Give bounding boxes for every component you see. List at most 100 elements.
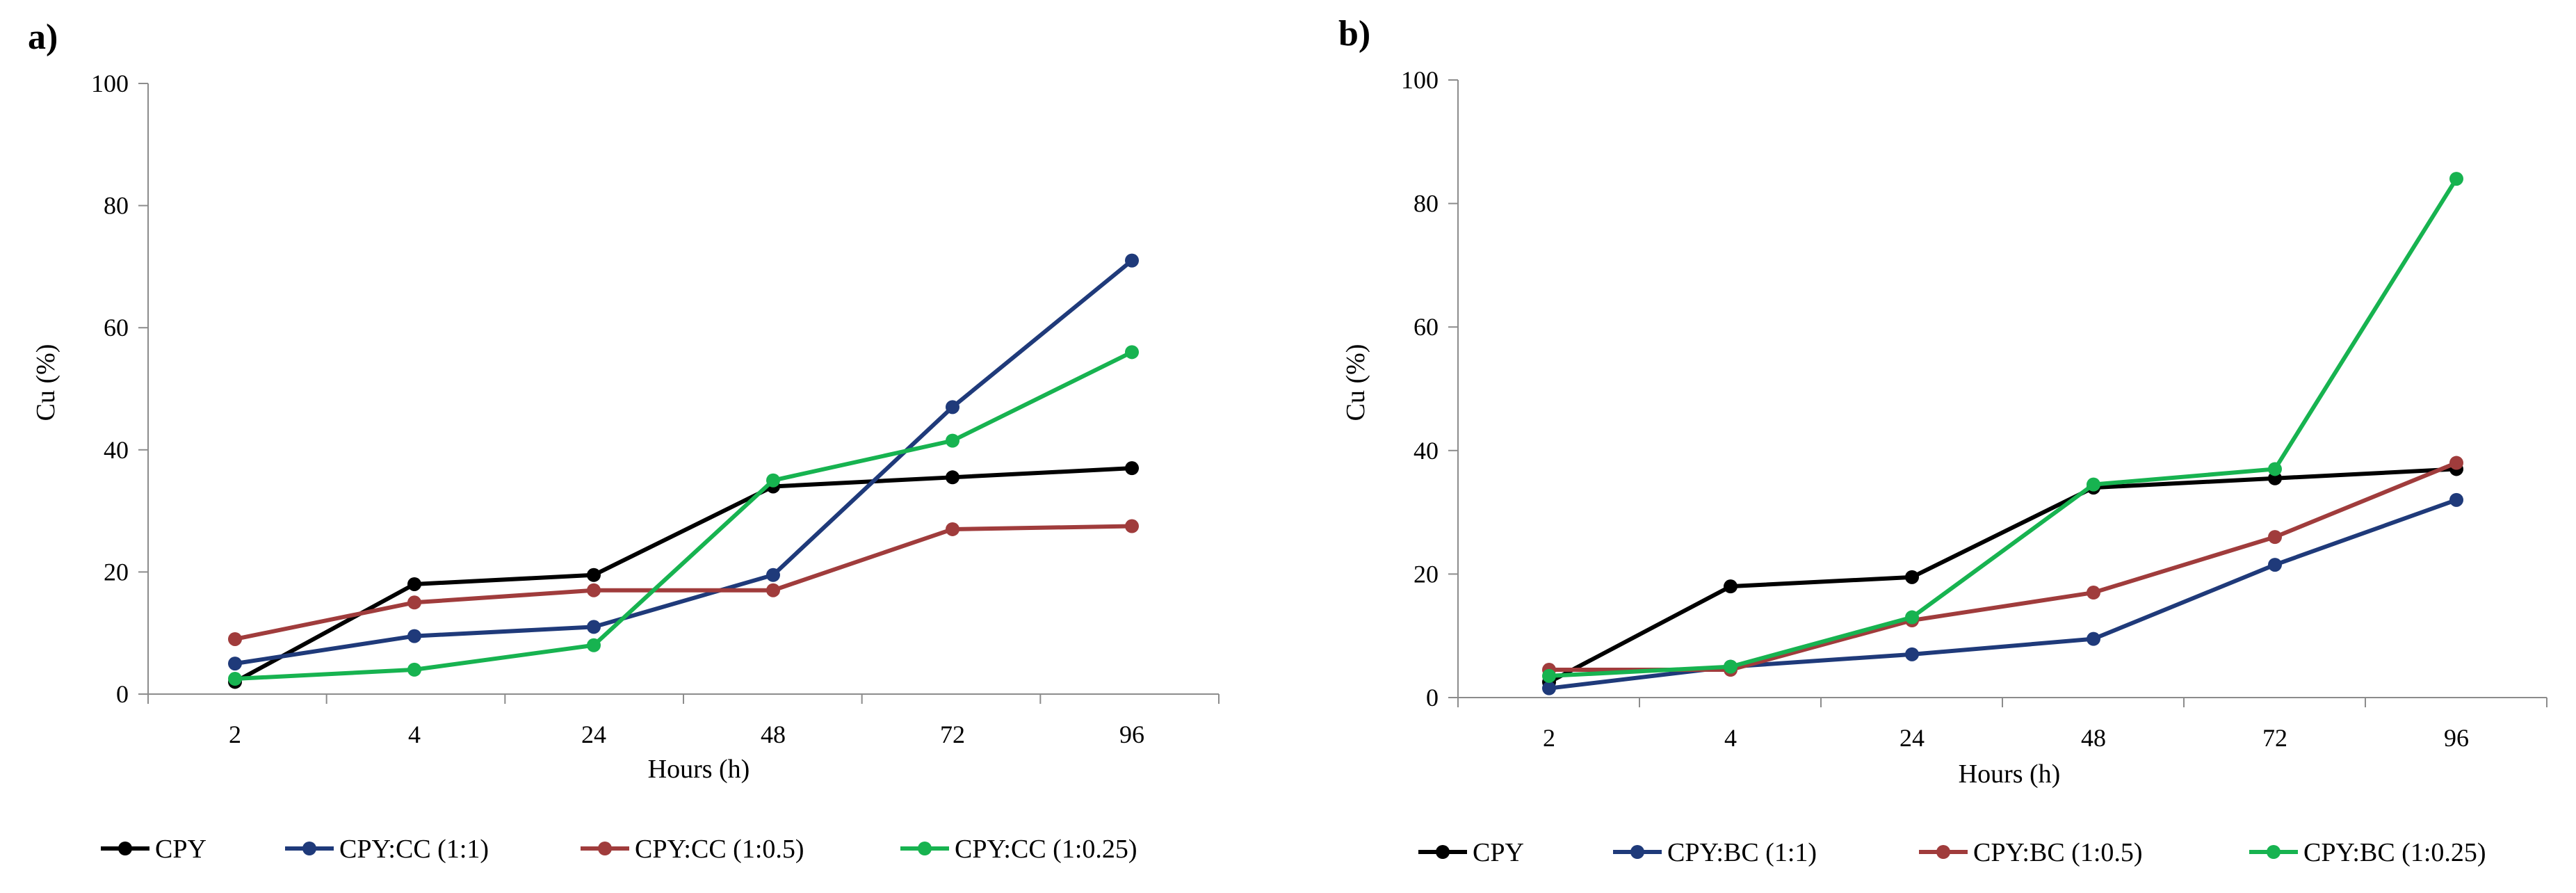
x-tick-label: 2 xyxy=(229,721,241,748)
data-point xyxy=(1542,681,1556,695)
panel-label: a) xyxy=(28,17,58,57)
data-point xyxy=(228,657,242,671)
data-point xyxy=(766,568,780,582)
data-point xyxy=(407,629,421,643)
x-tick-label: 24 xyxy=(1899,724,1925,752)
series-cpy-bc-1-1 xyxy=(1542,492,2463,695)
legend-swatch-marker xyxy=(1436,845,1450,859)
data-point xyxy=(1724,659,1737,674)
data-point xyxy=(766,583,780,597)
data-point xyxy=(587,620,601,634)
x-tick-label: 96 xyxy=(1119,721,1144,748)
y-tick-label: 0 xyxy=(116,680,129,708)
series-line xyxy=(1548,177,2458,678)
x-tick-label: 48 xyxy=(2081,724,2106,752)
x-axis-title: Hours (h) xyxy=(1959,759,2061,789)
data-point xyxy=(407,662,421,677)
y-tick-label: 100 xyxy=(1401,66,1439,94)
data-point xyxy=(1125,461,1139,476)
legend-label: CPY:CC (1:0.5) xyxy=(635,835,804,864)
data-point xyxy=(407,577,421,591)
series-line xyxy=(234,259,1133,666)
legend-item: CPY xyxy=(101,835,206,864)
data-point xyxy=(1724,579,1737,594)
legend-item: CPY:BC (1:1) xyxy=(1613,838,1817,867)
y-tick-label: 20 xyxy=(1413,560,1439,588)
data-point xyxy=(2087,631,2100,646)
y-tick-label: 40 xyxy=(1413,437,1439,465)
data-point xyxy=(587,583,601,597)
y-tick-label: 80 xyxy=(1413,190,1439,218)
legend-label: CPY xyxy=(155,835,206,864)
legend-swatch-marker xyxy=(1630,845,1644,859)
legend-swatch-marker xyxy=(598,842,612,855)
data-point xyxy=(2268,558,2282,572)
legend-swatch-marker xyxy=(302,842,316,855)
y-tick-label: 80 xyxy=(104,192,129,220)
data-point xyxy=(2268,530,2282,545)
x-tick-label: 2 xyxy=(1543,724,1555,752)
x-tick-label: 4 xyxy=(408,721,421,748)
legend-swatch-marker xyxy=(118,842,132,855)
x-tick-label: 48 xyxy=(761,721,786,748)
series-cpy-bc-1-0-25 xyxy=(1542,172,2463,683)
data-point xyxy=(2268,462,2282,476)
data-point xyxy=(2087,586,2100,600)
data-point xyxy=(1905,647,1919,661)
series-line xyxy=(234,466,1133,684)
series-cpy-cc-1-0-25 xyxy=(228,345,1139,686)
y-tick-label: 0 xyxy=(1426,684,1439,711)
y-tick-label: 100 xyxy=(91,70,129,97)
data-point xyxy=(407,595,421,610)
data-point xyxy=(1542,668,1556,683)
series-line xyxy=(1548,498,2458,691)
data-point xyxy=(1125,345,1139,360)
data-point xyxy=(1905,570,1919,584)
legend-swatch-marker xyxy=(1936,845,1950,859)
series-cpy xyxy=(1542,462,2463,689)
panel-label: b) xyxy=(1338,14,1370,54)
legend-label: CPY:CC (1:0.25) xyxy=(955,835,1137,864)
data-point xyxy=(2087,477,2100,492)
x-tick-label: 96 xyxy=(2444,724,2469,752)
data-point xyxy=(2449,172,2463,186)
data-point xyxy=(1125,519,1139,533)
y-tick-label: 20 xyxy=(104,558,129,586)
data-point xyxy=(228,672,242,686)
legend-item: CPY:CC (1:0.25) xyxy=(900,835,1137,864)
legend-item: CPY:CC (1:1) xyxy=(285,835,489,864)
legend-item: CPY xyxy=(1418,838,1524,867)
legend-label: CPY:CC (1:1) xyxy=(339,835,489,864)
series-line xyxy=(234,524,1133,641)
y-axis-title: Cu (%) xyxy=(1341,344,1370,421)
y-tick-label: 60 xyxy=(1413,313,1439,341)
legend-item: CPY:CC (1:0.5) xyxy=(581,835,804,864)
legend-swatch-marker xyxy=(2267,845,2281,859)
series-cpy-cc-1-0-5 xyxy=(228,519,1139,646)
data-point xyxy=(2449,492,2463,507)
y-axis-title: Cu (%) xyxy=(31,344,60,421)
x-tick-label: 24 xyxy=(581,721,606,748)
legend-label: CPY:BC (1:0.5) xyxy=(1973,838,2143,867)
series-line xyxy=(1549,460,2458,673)
y-tick-label: 40 xyxy=(104,436,129,464)
legend-item: CPY:BC (1:0.25) xyxy=(2249,838,2486,867)
series-cpy xyxy=(228,461,1139,689)
legend-swatch-marker xyxy=(918,842,932,855)
data-point xyxy=(766,473,780,488)
data-point xyxy=(946,470,959,485)
data-point xyxy=(587,638,601,652)
x-axis-title: Hours (h) xyxy=(648,755,750,784)
legend-label: CPY:BC (1:0.25) xyxy=(2303,838,2486,867)
data-point xyxy=(2449,456,2463,470)
data-point xyxy=(228,631,242,646)
data-point xyxy=(1125,253,1139,268)
x-tick-label: 4 xyxy=(1724,724,1737,752)
data-point xyxy=(1905,610,1919,625)
legend-item: CPY:BC (1:0.5) xyxy=(1919,838,2143,867)
data-point xyxy=(946,522,959,536)
legend-label: CPY:BC (1:1) xyxy=(1667,838,1817,867)
